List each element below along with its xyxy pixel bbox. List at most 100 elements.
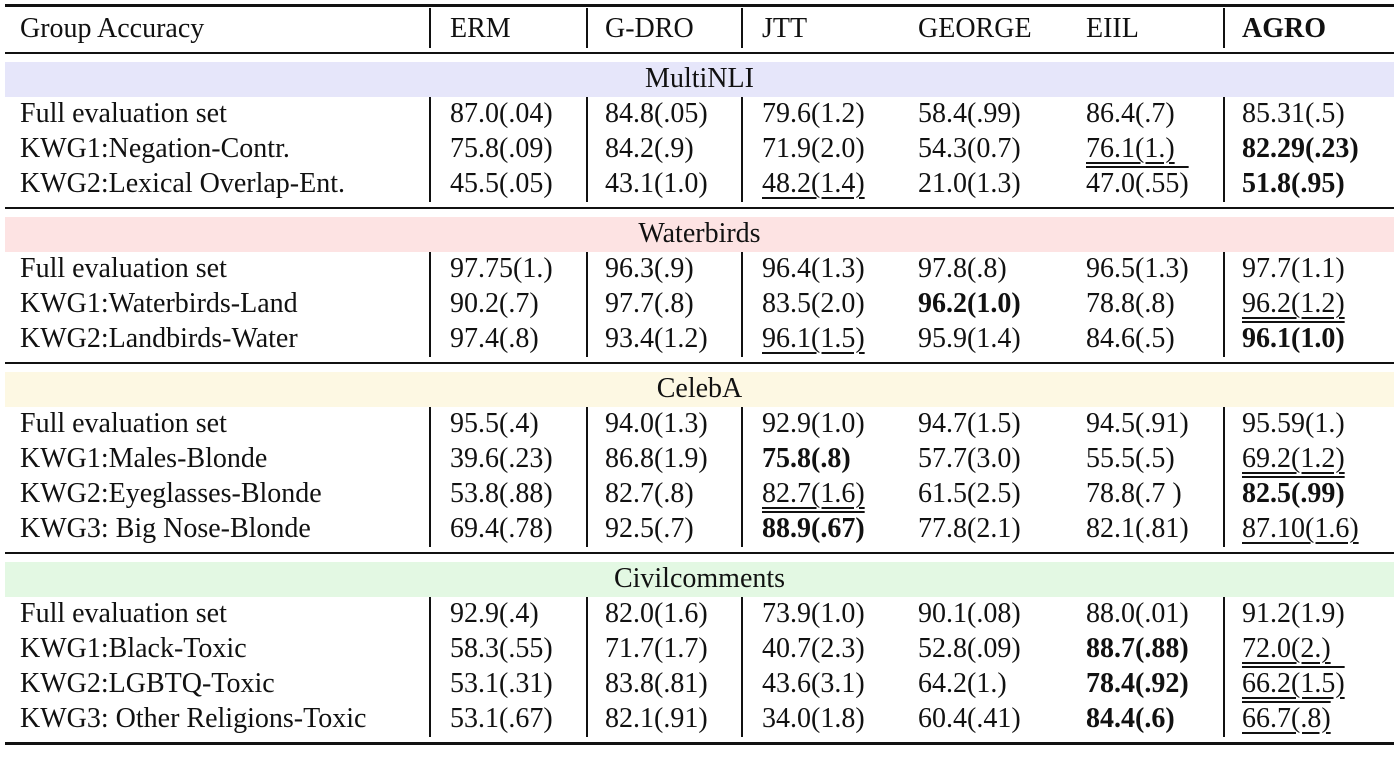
value-cell: 88.9(.67) <box>762 513 865 544</box>
column-separator <box>741 407 743 547</box>
value-cell: 94.7(1.5) <box>918 408 1021 439</box>
top-rule <box>5 4 1394 7</box>
section-band <box>5 62 1394 97</box>
value-cell: 92.9(.4) <box>450 598 539 629</box>
section-title: Civilcomments <box>613 563 786 594</box>
value-cell: 82.1(.91) <box>605 703 708 734</box>
column-separator <box>429 407 431 547</box>
value-cell: 97.75(1.) <box>450 253 553 284</box>
value-cell: 97.8(.8) <box>918 253 1007 284</box>
value-cell: 77.8(2.1) <box>918 513 1021 544</box>
value-cell: 75.8(.8) <box>762 443 851 474</box>
value-cell: 71.7(1.7) <box>605 633 708 664</box>
value-cell: 96.2(1.0) <box>918 288 1021 319</box>
value-cell: 64.2(1.) <box>918 668 1007 699</box>
row-label: KWG2:LGBTQ-Toxic <box>20 668 275 699</box>
value-cell: 82.7(.8) <box>605 478 694 509</box>
column-separator <box>741 252 743 357</box>
row-label: KWG1:Males-Blonde <box>20 443 268 474</box>
section-band <box>5 562 1394 597</box>
value-cell: 93.4(1.2) <box>605 323 708 354</box>
value-cell: 69.4(.78) <box>450 513 553 544</box>
column-separator <box>741 97 743 202</box>
value-cell: 90.1(.08) <box>918 598 1021 629</box>
value-cell: 97.7(.8) <box>605 288 694 319</box>
value-cell: 58.4(.99) <box>918 98 1021 129</box>
section-rule <box>5 362 1394 364</box>
column-separator <box>586 8 588 48</box>
value-cell: 86.8(1.9) <box>605 443 708 474</box>
value-cell: 53.1(.67) <box>450 703 553 734</box>
row-label: KWG2:Landbirds-Water <box>20 323 298 354</box>
section-rule <box>5 552 1394 554</box>
value-cell: 84.8(.05) <box>605 98 708 129</box>
column-separator <box>586 597 588 737</box>
row-label: KWG3: Big Nose-Blonde <box>20 513 311 544</box>
value-cell: 83.5(2.0) <box>762 288 865 319</box>
section-band <box>5 372 1394 407</box>
value-cell: 96.3(.9) <box>605 253 694 284</box>
value-cell: 58.3(.55) <box>450 633 553 664</box>
section-band <box>5 217 1394 252</box>
row-label: KWG1:Negation-Contr. <box>20 133 290 164</box>
row-label: Full evaluation set <box>20 253 227 284</box>
column-separator <box>429 8 431 48</box>
value-cell: 78.4(.92) <box>1086 668 1189 699</box>
value-cell: 48.2(1.4) <box>762 168 865 199</box>
value-cell: 60.4(.41) <box>918 703 1021 734</box>
header-cell: Group Accuracy <box>20 13 205 44</box>
column-separator <box>1223 8 1225 48</box>
value-cell: 88.7(.88) <box>1086 633 1189 664</box>
section-title: Waterbirds <box>638 218 761 249</box>
value-cell: 87.0(.04) <box>450 98 553 129</box>
value-cell: 97.4(.8) <box>450 323 539 354</box>
value-cell: 54.3(0.7) <box>918 133 1021 164</box>
value-cell: 90.2(.7) <box>450 288 539 319</box>
value-cell: 73.9(1.0) <box>762 598 865 629</box>
value-cell: 96.4(1.3) <box>762 253 865 284</box>
column-separator <box>429 97 431 202</box>
value-cell: 52.8(.09) <box>918 633 1021 664</box>
row-label: Full evaluation set <box>20 598 227 629</box>
row-label: KWG1:Waterbirds-Land <box>20 288 298 319</box>
value-cell: 96.5(1.3) <box>1086 253 1189 284</box>
value-cell: 95.59(1.) <box>1242 408 1345 439</box>
column-separator <box>1223 597 1225 737</box>
column-separator <box>741 597 743 737</box>
column-separator <box>1223 252 1225 357</box>
value-cell: 75.8(.09) <box>450 133 553 164</box>
value-cell: 43.1(1.0) <box>605 168 708 199</box>
section-title: MultiNLI <box>645 63 754 94</box>
column-separator <box>1223 97 1225 202</box>
value-cell: 82.7(1.6) <box>762 478 865 509</box>
column-separator <box>429 597 431 737</box>
value-cell: 88.0(.01) <box>1086 598 1189 629</box>
header-cell: G-DRO <box>605 13 694 44</box>
row-label: KWG1:Black-Toxic <box>20 633 247 664</box>
value-cell: 95.5(.4) <box>450 408 539 439</box>
value-cell: 96.1(1.5) <box>762 323 865 354</box>
section-title: CelebA <box>656 373 743 404</box>
value-cell: 40.7(2.3) <box>762 633 865 664</box>
header-cell: JTT <box>762 13 808 44</box>
value-cell: 43.6(3.1) <box>762 668 865 699</box>
row-label: KWG2:Eyeglasses-Blonde <box>20 478 322 509</box>
value-cell: 21.0(1.3) <box>918 168 1021 199</box>
value-cell: 85.31(.5) <box>1242 98 1345 129</box>
value-cell: 53.8(.88) <box>450 478 553 509</box>
row-label: KWG2:Lexical Overlap-Ent. <box>20 168 345 199</box>
value-cell: 55.5(.5) <box>1086 443 1175 474</box>
value-cell: 66.2(1.5) <box>1242 668 1345 699</box>
header-cell: EIIL <box>1086 13 1139 44</box>
column-separator <box>586 252 588 357</box>
value-cell: 39.6(.23) <box>450 443 553 474</box>
value-cell: 69.2(1.2) <box>1242 443 1345 474</box>
value-cell: 96.1(1.0) <box>1242 323 1345 354</box>
column-separator <box>741 8 743 48</box>
row-label: Full evaluation set <box>20 98 227 129</box>
value-cell: 79.6(1.2) <box>762 98 865 129</box>
value-cell: 94.0(1.3) <box>605 408 708 439</box>
row-label: KWG3: Other Religions-Toxic <box>20 703 367 734</box>
value-cell: 87.10(1.6) <box>1242 513 1359 544</box>
value-cell: 71.9(2.0) <box>762 133 865 164</box>
